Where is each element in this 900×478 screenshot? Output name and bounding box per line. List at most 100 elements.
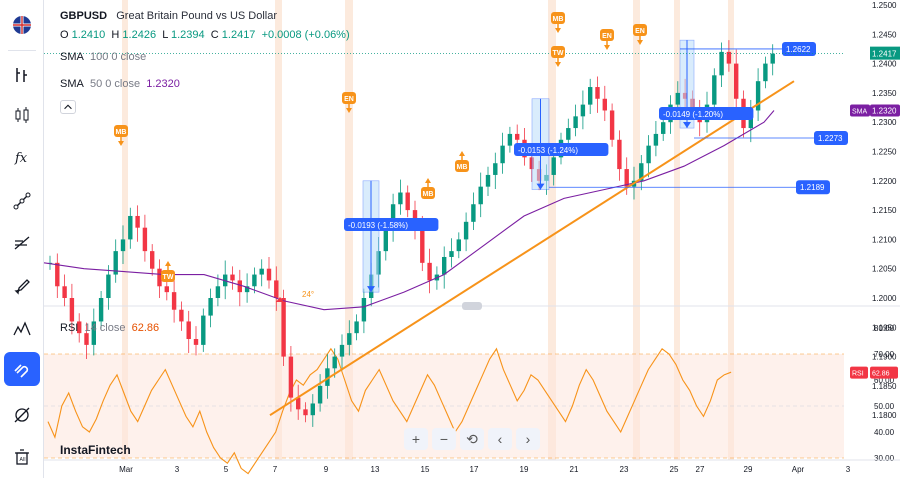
candle-body (113, 251, 118, 275)
candle-body (383, 227, 388, 252)
candle-body (427, 262, 432, 281)
candle-body (390, 204, 396, 228)
highlight-band (728, 0, 734, 460)
candle-body (763, 63, 768, 82)
flag-avatar-icon[interactable] (4, 8, 40, 42)
candle-body (150, 251, 155, 269)
candle-body (478, 186, 483, 205)
patterns-icon[interactable] (4, 312, 40, 346)
marker-badge-tw (551, 46, 565, 58)
hide-drawings-icon[interactable] (4, 398, 40, 432)
candle-body (179, 309, 184, 322)
drawing-tools-icon[interactable] (4, 184, 40, 218)
marker-arrow-up-icon (459, 151, 465, 156)
change-value: +0.0008 (+0.06%) (261, 29, 350, 41)
candle-body (84, 333, 89, 345)
highlight-band (122, 0, 128, 460)
rsi-value-tag (870, 366, 898, 379)
time-axis-tick: 19 (520, 465, 529, 474)
chart-type-icon[interactable] (4, 58, 40, 92)
open-value: 1.2410 (71, 29, 106, 41)
scroll-right-button[interactable]: › (516, 428, 540, 450)
candle-body (463, 221, 469, 240)
candle-body (339, 344, 345, 357)
chart-area[interactable]: 1.2500 1.2450 1.2400 1.2350 1.2300 1.2250 1.22… (44, 0, 900, 478)
candle-body (770, 53, 775, 64)
candle-body (573, 116, 578, 129)
candle-body (617, 139, 622, 170)
candle-body (471, 204, 476, 222)
brush-icon[interactable] (4, 268, 40, 302)
marker-label: EN (344, 96, 354, 103)
indicators-icon[interactable]: fx (4, 140, 40, 174)
candle-body (91, 321, 96, 345)
candle-body (609, 110, 615, 140)
scroll-left-button[interactable]: ‹ (488, 428, 512, 450)
rsi-line (47, 347, 732, 475)
sma100-legend[interactable]: SMA 100 0 close (60, 51, 147, 63)
marker-label: MB (423, 191, 434, 198)
time-axis-tick: Apr (792, 465, 805, 474)
marker-arrow-down-icon (555, 62, 561, 67)
price-axis-tick: 1.2350 (872, 89, 897, 98)
price-chart[interactable]: 1.2500 1.2450 1.2400 1.2350 1.2300 1.2250 1.22… (44, 0, 900, 478)
marker-badge-mb (551, 12, 565, 24)
price-axis-tick: 1.1800 (872, 411, 897, 420)
marker-arrow-down-icon (555, 28, 561, 33)
candle-body (602, 98, 607, 111)
rsi-axis-tick: 50.00 (874, 402, 895, 411)
candle-body (719, 51, 724, 76)
time-axis-tick: 29 (744, 465, 753, 474)
marker-arrow-down-icon (346, 108, 352, 113)
pane-splitter-handle[interactable] (462, 302, 482, 310)
candle-body (106, 274, 111, 298)
marker-label: TW (553, 50, 564, 57)
marker-label: MB (116, 129, 127, 136)
delete-all-icon[interactable]: All (4, 440, 40, 474)
rsi-axis-tick: 70.00 (874, 350, 895, 359)
candle-body (201, 315, 206, 345)
marker-label: EN (635, 28, 645, 35)
candle-body (507, 133, 513, 146)
candle-body (500, 145, 505, 164)
candle-body (317, 385, 323, 404)
fib-tools-icon[interactable] (4, 226, 40, 260)
zoom-out-button[interactable]: − (432, 428, 456, 450)
rsi-legend[interactable]: RSI 14 close 62.86 (60, 322, 160, 334)
sma-value-tag (870, 104, 900, 117)
rsi-axis-tick: 60.00 (874, 376, 895, 385)
candle-body (332, 356, 337, 369)
sma-tag-label: SMA (852, 108, 868, 115)
rsi-tag (850, 366, 868, 379)
reset-zoom-button[interactable]: ⟲ (460, 428, 484, 450)
marker-arrow-up-icon (425, 178, 431, 183)
marker-badge-mb (114, 125, 128, 137)
measure-arrow-head (367, 286, 375, 293)
left-toolbar: fx All (0, 0, 44, 478)
price-axis-tick: 1.2250 (872, 148, 897, 157)
magnet-icon[interactable] (4, 352, 40, 386)
candle-body (675, 92, 680, 105)
highlight-band (275, 0, 282, 460)
zoom-in-button[interactable]: + (404, 428, 428, 450)
candle-body (580, 104, 586, 117)
candle-body (128, 215, 133, 240)
measure-label: -0.0149 (-1.20%) (663, 110, 723, 119)
sma50-legend[interactable]: SMA 50 0 close 1.2320 (60, 78, 180, 90)
trend-handle-icon (276, 297, 284, 302)
symbol-ticker[interactable]: GBPUSD (60, 10, 108, 22)
candle-body (77, 321, 82, 334)
candle-body (405, 192, 410, 211)
measure-label: -0.0193 (-1.58%) (348, 221, 408, 230)
collapse-legend-button[interactable] (60, 100, 76, 114)
candle-body (398, 192, 403, 205)
candle-body (420, 227, 425, 263)
candles-icon[interactable] (4, 98, 40, 132)
price-level-tag (796, 180, 830, 195)
price-axis-tick: 1.2100 (872, 235, 897, 244)
marker-badge-mb (421, 187, 435, 199)
sma-tag (850, 104, 870, 117)
candle-body (237, 280, 242, 293)
symbol-description: Great Britain Pound vs US Dollar (116, 10, 278, 22)
time-axis-tick: 13 (371, 465, 380, 474)
